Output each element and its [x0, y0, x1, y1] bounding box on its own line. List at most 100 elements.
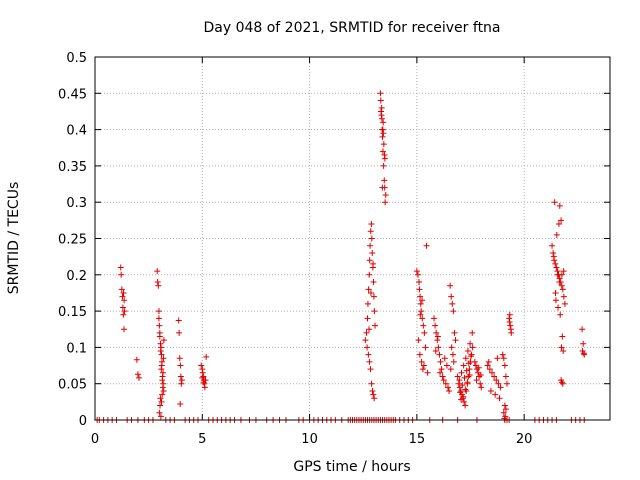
data-point: [435, 344, 442, 351]
data-point: [120, 311, 127, 318]
data-point: [432, 322, 439, 329]
data-point: [160, 337, 167, 344]
data-point: [467, 340, 474, 347]
data-point: [485, 358, 492, 365]
data-point: [416, 279, 423, 286]
data-point: [413, 268, 420, 275]
data-point: [499, 351, 506, 358]
data-point: [496, 395, 503, 402]
data-point: [557, 311, 564, 318]
data-point: [368, 220, 375, 227]
data-point: [500, 409, 507, 416]
data-point: [492, 391, 499, 398]
data-point: [380, 141, 387, 148]
data-point: [555, 220, 562, 227]
data-point: [506, 311, 513, 318]
data-point: [417, 293, 424, 300]
data-point: [461, 374, 468, 381]
data-point: [158, 351, 165, 358]
data-point: [504, 380, 510, 387]
data-point: [465, 373, 472, 380]
data-point: [558, 271, 565, 278]
data-point: [549, 242, 556, 249]
data-point: [154, 279, 161, 286]
data-point: [367, 228, 374, 235]
data-point: [551, 199, 558, 206]
data-point: [422, 344, 429, 351]
data-point: [442, 380, 449, 387]
y-tick-label: 0: [79, 414, 87, 429]
data-point: [501, 362, 508, 369]
data-point: [560, 293, 567, 300]
data-point: [367, 289, 374, 296]
axis-ticks: 0 0.05 0.1 0.15 0.2 0.25 0.3 0.35 0.4 0.45 0.5 0 5 10…: [58, 51, 610, 447]
data-point: [368, 380, 375, 387]
data-point: [558, 282, 565, 289]
data-point: [176, 329, 183, 336]
data-point: [463, 387, 470, 394]
data-point: [365, 351, 372, 358]
data-point: [421, 329, 428, 336]
data-point: [558, 217, 565, 224]
data-point: [203, 353, 210, 360]
data-point: [458, 369, 465, 376]
data-point: [487, 387, 494, 394]
y-tick-label: 0.4: [66, 124, 87, 139]
data-point: [368, 235, 375, 242]
y-tick-label: 0.15: [58, 305, 87, 320]
data-point: [177, 373, 184, 380]
data-point: [475, 364, 482, 371]
data-point: [555, 304, 562, 311]
data-point: [159, 391, 166, 398]
data-point: [449, 351, 456, 358]
data-point: [558, 344, 565, 351]
data-point: [159, 384, 166, 391]
data-point: [460, 393, 467, 400]
data-point: [444, 384, 451, 391]
data-point: [553, 231, 560, 238]
data-point: [467, 353, 474, 360]
data-point: [157, 395, 164, 402]
data-point: [365, 286, 372, 293]
y-tick-label: 0.35: [58, 160, 87, 175]
data-point: [414, 271, 421, 278]
data-point: [156, 322, 163, 329]
data-point: [417, 300, 424, 307]
data-point: [158, 362, 165, 369]
data-point: [462, 355, 469, 362]
data-point: [556, 202, 563, 209]
data-point: [364, 315, 371, 322]
data-point: [450, 308, 457, 315]
data-point: [500, 355, 507, 362]
data-point: [462, 386, 469, 393]
data-point: [119, 293, 126, 300]
data-point: [560, 348, 567, 355]
data-point: [558, 379, 565, 386]
data-point: [434, 333, 441, 340]
data-point: [363, 329, 370, 336]
data-point: [424, 369, 431, 376]
data-point: [431, 315, 438, 322]
data-point: [119, 304, 126, 311]
data-point: [491, 373, 498, 380]
data-point: [436, 351, 443, 358]
data-point: [177, 401, 184, 408]
x-tick-label: 15: [409, 432, 426, 447]
data-point: [362, 337, 369, 344]
data-point: [133, 356, 140, 363]
data-point: [175, 317, 182, 324]
data-point: [382, 199, 389, 206]
data-point: [160, 387, 167, 394]
x-tick-label: 20: [516, 432, 533, 447]
data-point: [560, 268, 567, 275]
data-point: [463, 367, 470, 374]
y-tick-label: 0.45: [58, 87, 87, 102]
data-point: [433, 329, 440, 336]
data-point: [434, 337, 441, 344]
data-point: [380, 119, 387, 126]
data-point: [451, 329, 458, 336]
data-point: [369, 387, 376, 394]
data-point: [416, 286, 423, 293]
data-point: [559, 286, 566, 293]
